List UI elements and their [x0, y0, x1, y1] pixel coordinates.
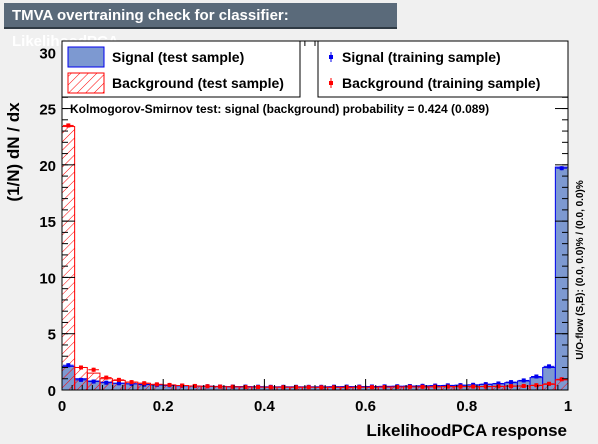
signal-train-point: [113, 381, 125, 386]
background-train-point: [113, 377, 125, 382]
x-tick-label: 0.8: [456, 398, 477, 415]
background-train-point: [164, 382, 175, 387]
plot-frame-bg: [62, 41, 568, 390]
background-train-point: [379, 385, 390, 390]
background-train-point: [100, 375, 112, 380]
y-tick-label: 5: [48, 327, 56, 344]
signal-train-point: [518, 378, 530, 383]
signal-train-point: [531, 374, 542, 379]
signal-train-point: [88, 379, 99, 384]
x-tick-label: 0.6: [355, 398, 376, 415]
background-train-point: [75, 365, 87, 370]
signal-train-point: [100, 380, 112, 385]
background-test-bin: [554, 379, 569, 391]
x-tick-label: 0: [58, 398, 66, 415]
background-train-point: [227, 384, 239, 389]
legend-signal-test-swatch: [67, 46, 105, 68]
background-train-point: [63, 123, 74, 128]
background-train-point: [189, 383, 201, 388]
signal-train-point: [556, 166, 567, 171]
x-axis-label: LikelihoodPCA response: [366, 421, 567, 440]
signal-train-point: [505, 380, 517, 385]
background-train-point: [556, 377, 567, 382]
background-train-point: [391, 384, 403, 389]
y-tick-label: 30: [39, 45, 56, 62]
x-tick-label: 0.4: [254, 398, 276, 415]
legend-background-test-label: Background (test sample): [112, 75, 284, 91]
signal-train-point: [543, 364, 555, 369]
y-tick-label: 25: [39, 102, 56, 119]
legend-signal-train-label: Signal (training sample): [342, 49, 501, 65]
y-axis-label: (1/N) dN / dx: [4, 102, 23, 202]
legend-signal-test-label: Signal (test sample): [112, 49, 244, 65]
background-train-point: [328, 385, 340, 390]
legend: Signal (test sample) Background (test sa…: [61, 40, 569, 98]
background-train-point: [531, 383, 542, 388]
legend-background-test-swatch: [67, 72, 105, 94]
background-train-point: [341, 385, 352, 390]
x-tick-label: 1: [564, 398, 572, 415]
background-train-point: [278, 385, 289, 390]
y-tick-label: 10: [39, 270, 56, 287]
background-train-point: [480, 384, 492, 389]
background-train-point: [151, 382, 163, 387]
ks-test-text: Kolmogorov-Smirnov test: signal (backgro…: [70, 102, 489, 116]
y-tick-label: 20: [39, 158, 56, 175]
background-train-point: [543, 381, 555, 386]
background-train-point: [240, 384, 251, 389]
background-train-point: [493, 384, 504, 389]
y-tick-label: 15: [39, 214, 56, 231]
y-tick-label: 0: [48, 383, 56, 400]
x-tick-label: 0.2: [153, 398, 174, 415]
background-train-point: [290, 385, 302, 390]
background-train-point: [429, 384, 441, 389]
background-train-point: [88, 367, 99, 372]
overflow-text: U/O-flow (S,B): (0.0, 0.0)% / (0.0, 0.0)…: [575, 180, 586, 360]
background-train-point: [138, 381, 150, 386]
signal-train-point: [75, 377, 87, 382]
signal-train-point: [63, 363, 74, 368]
background-train-point: [176, 383, 188, 388]
legend-background-train-label: Background (training sample): [342, 75, 540, 91]
background-train-point: [442, 384, 454, 389]
background-train-point: [126, 380, 137, 385]
background-test-bin: [61, 126, 76, 391]
